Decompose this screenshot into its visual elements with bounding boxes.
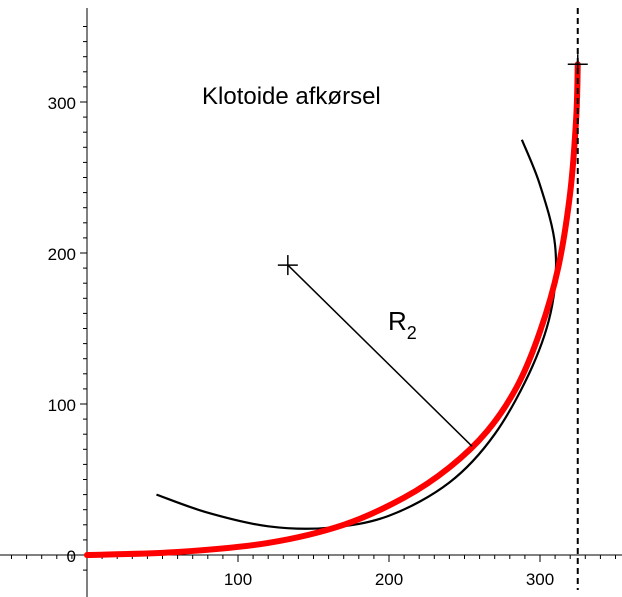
x-tick-label: 200 bbox=[375, 570, 403, 589]
annotations bbox=[277, 8, 588, 590]
y-tick-label: 300 bbox=[48, 94, 76, 113]
y-tick-label: 200 bbox=[48, 245, 76, 264]
radius-letter: R bbox=[388, 306, 407, 336]
y-tick-label: 100 bbox=[48, 396, 76, 415]
circle-arc-line bbox=[156, 139, 558, 530]
series-layer bbox=[84, 61, 581, 558]
y-tick-label: 0 bbox=[67, 547, 76, 566]
radius-label: R2 bbox=[388, 306, 417, 343]
chart-title: Klotoide afkørsel bbox=[202, 83, 381, 110]
radius-subscript: 2 bbox=[407, 323, 417, 343]
radius-line bbox=[287, 264, 473, 447]
x-tick-label: 300 bbox=[526, 570, 554, 589]
ticks: 0 100 200 300 100 200 300 bbox=[11, 26, 616, 589]
x-tick-label: 100 bbox=[224, 570, 252, 589]
clothoid-line bbox=[84, 61, 581, 558]
